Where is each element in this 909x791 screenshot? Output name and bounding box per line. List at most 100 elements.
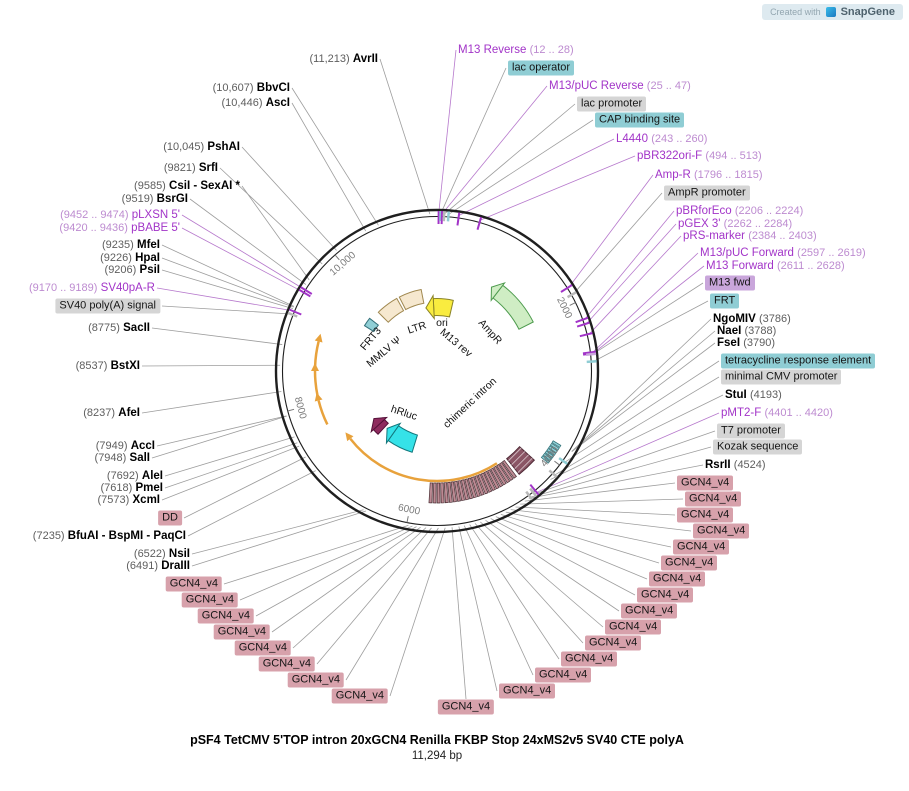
feature-gcn4-array-unit[interactable] bbox=[464, 478, 473, 500]
feature-label-gcn4-v4-58[interactable]: GCN4_v4 bbox=[649, 571, 706, 587]
enzyme-label-bsrgi-6[interactable]: (9519) BsrGI bbox=[122, 192, 188, 206]
feature-site-tick-cap-binding-site[interactable] bbox=[446, 211, 450, 222]
feature-label-dd-22[interactable]: DD bbox=[158, 510, 182, 526]
feature-tre-repeats-unit[interactable] bbox=[548, 445, 558, 454]
enzyme-label-mfei-9[interactable]: (9235) MfeI bbox=[102, 238, 160, 252]
feature-label-minimal-cmv-promoter-46[interactable]: minimal CMV promoter bbox=[721, 369, 842, 385]
feature-gcn4-array-unit[interactable] bbox=[436, 482, 441, 504]
feature-label-gcn4-v4-57[interactable]: GCN4_v4 bbox=[661, 555, 718, 571]
repeat-arc-3[interactable] bbox=[313, 341, 320, 367]
feature-gcn4-array-unit[interactable] bbox=[480, 472, 493, 493]
feature-gcn4-array-unit[interactable] bbox=[432, 482, 437, 504]
feature-site-tick-ampr-promoter[interactable] bbox=[566, 291, 577, 299]
feature-ampr[interactable] bbox=[492, 284, 534, 330]
feature-label-gcn4-v4-62[interactable]: GCN4_v4 bbox=[585, 635, 642, 651]
feature-label-gcn4-v4-63[interactable]: GCN4_v4 bbox=[561, 651, 618, 667]
enzyme-label-acci-17[interactable]: (7949) AccI bbox=[96, 439, 155, 453]
feature-label-gcn4-v4-66[interactable]: GCN4_v4 bbox=[437, 699, 495, 715]
primer-site-tick-pbr322ori-f[interactable] bbox=[476, 216, 483, 230]
enzyme-label-xcmi-21[interactable]: (7573) XcmI bbox=[98, 493, 161, 507]
enzyme-label-stui-47[interactable]: StuI (4193) bbox=[725, 388, 782, 402]
enzyme-label-csii-sexai-5[interactable]: (9585) CsiI - SexAI * bbox=[134, 179, 240, 193]
feature-label-gcn4-v4-70[interactable]: GCN4_v4 bbox=[234, 640, 291, 656]
enzyme-label-ngomiv-42[interactable]: NgoMIV (3786) bbox=[713, 312, 791, 326]
feature-label-gcn4-v4-56[interactable]: GCN4_v4 bbox=[673, 539, 730, 555]
feature-name-ori[interactable]: ori bbox=[436, 317, 448, 329]
feature-tre-repeats-unit[interactable] bbox=[542, 452, 553, 462]
feature-gcn4-array[interactable] bbox=[428, 459, 517, 504]
feature-tre-repeats[interactable] bbox=[540, 440, 562, 464]
feature-gcn4-array-unit[interactable] bbox=[470, 476, 481, 498]
feature-ori[interactable] bbox=[432, 298, 454, 318]
enzyme-label-asci-2[interactable]: (10,446) AscI bbox=[222, 96, 290, 110]
feature-label-gcn4-v4-67[interactable]: GCN4_v4 bbox=[331, 688, 388, 704]
feature-label-gcn4-v4-64[interactable]: GCN4_v4 bbox=[535, 667, 592, 683]
feature-label-kozak-sequence-50[interactable]: Kozak sequence bbox=[713, 439, 803, 455]
primer-site-tick-l4440[interactable] bbox=[456, 212, 461, 226]
enzyme-label-naei-43[interactable]: NaeI (3788) bbox=[717, 324, 776, 338]
feature-site-tick-kozak-sequence[interactable] bbox=[525, 490, 534, 501]
feature-site-tick-sv40-poly-a-signal[interactable] bbox=[287, 311, 298, 318]
feature-gcn4-array-unit[interactable] bbox=[447, 481, 453, 503]
feature-label-gcn4-v4-55[interactable]: GCN4_v4 bbox=[693, 523, 750, 539]
feature-label-cap-binding-site-30[interactable]: CAP binding site bbox=[595, 112, 685, 128]
feature-label-gcn4-v4-54[interactable]: GCN4_v4 bbox=[677, 507, 734, 523]
feature-gcn4-array-unit[interactable] bbox=[467, 477, 477, 499]
repeat-arc-1[interactable] bbox=[317, 400, 329, 426]
feature-label-frt-41[interactable]: FRT bbox=[710, 293, 740, 309]
enzyme-label-nsii-24[interactable]: (6522) NsiI bbox=[134, 547, 190, 561]
feature-gcn4-array-unit[interactable] bbox=[490, 467, 504, 488]
feature-gcn4-array-unit[interactable] bbox=[493, 465, 507, 486]
enzyme-label-bfuai-bspmi-paqci-23[interactable]: (7235) BfuAI - BspMI - PaqCI bbox=[33, 529, 186, 543]
primer-site-tick-pgex-3[interactable] bbox=[576, 321, 590, 328]
enzyme-label-afei-16[interactable]: (8237) AfeI bbox=[83, 406, 140, 420]
feature-label-gcn4-v4-65[interactable]: GCN4_v4 bbox=[499, 683, 556, 699]
transcript-arc[interactable] bbox=[349, 437, 498, 483]
feature-label-gcn4-v4-72[interactable]: GCN4_v4 bbox=[197, 608, 254, 624]
primer-label-m13-puc-forward-38[interactable]: M13/pUC Forward (2597 .. 2619) bbox=[700, 246, 866, 260]
enzyme-label-bstxi-15[interactable]: (8537) BstXI bbox=[76, 359, 140, 373]
enzyme-label-draiii-25[interactable]: (6491) DraIII bbox=[126, 559, 190, 573]
feature-site-tick-minimal-cmv-promoter[interactable] bbox=[548, 469, 558, 478]
feature-label-tetracycline-response-element-45[interactable]: tetracycline response element bbox=[721, 353, 876, 369]
feature-tre-repeats-unit[interactable] bbox=[540, 455, 551, 464]
feature-site-tick-tetracycline-response-element[interactable] bbox=[558, 457, 568, 465]
primer-site-tick-pmt2-f[interactable] bbox=[529, 483, 540, 496]
feature-tre-repeats-unit[interactable] bbox=[551, 440, 562, 448]
feature-gcn4-array-unit[interactable] bbox=[501, 459, 517, 479]
feature-label-gcn4-v4-74[interactable]: GCN4_v4 bbox=[165, 576, 222, 592]
feature-ltr-a[interactable] bbox=[377, 297, 405, 323]
feature-label-sv40-poly-a-signal-13[interactable]: SV40 poly(A) signal bbox=[55, 298, 160, 314]
feature-gcn4-array-unit[interactable] bbox=[496, 463, 511, 484]
feature-site-tick-m13-fwd[interactable] bbox=[585, 352, 597, 357]
feature-gcn4-array-unit[interactable] bbox=[457, 480, 465, 502]
feature-site-tick-t7-promoter[interactable] bbox=[529, 487, 538, 498]
feature-label-lac-promoter-29[interactable]: lac promoter bbox=[577, 96, 647, 112]
enzyme-label-hpai-10[interactable]: (9226) HpaI bbox=[100, 251, 160, 265]
primer-label-pmt2-f-48[interactable]: pMT2-F (4401 .. 4420) bbox=[721, 406, 833, 420]
feature-label-ampr-promoter-34[interactable]: AmpR promoter bbox=[664, 185, 750, 201]
feature-gcn4-array-unit[interactable] bbox=[499, 462, 514, 482]
enzyme-label-pmei-20[interactable]: (7618) PmeI bbox=[101, 481, 164, 495]
feature-label-gcn4-v4-61[interactable]: GCN4_v4 bbox=[605, 619, 662, 635]
feature-label-gcn4-v4-60[interactable]: GCN4_v4 bbox=[621, 603, 678, 619]
feature-label-gcn4-v4-59[interactable]: GCN4_v4 bbox=[637, 587, 694, 603]
primer-site-tick-pbrforeco[interactable] bbox=[575, 316, 589, 324]
primer-label-pbr322ori-f-32[interactable]: pBR322ori-F (494 .. 513) bbox=[637, 149, 762, 163]
feature-label-lac-operator-27[interactable]: lac operator bbox=[508, 60, 575, 76]
primer-label-sv40pa-r-12[interactable]: (9170 .. 9189) SV40pA-R bbox=[29, 281, 155, 295]
primer-label-m13-puc-reverse-28[interactable]: M13/pUC Reverse (25 .. 47) bbox=[549, 79, 691, 93]
feature-label-gcn4-v4-53[interactable]: GCN4_v4 bbox=[685, 491, 742, 507]
feature-gcn4-array-unit[interactable] bbox=[474, 475, 485, 496]
primer-label-pbabe-5-8[interactable]: (9420 .. 9436) pBABE 5' bbox=[59, 221, 180, 235]
enzyme-label-fsei-44[interactable]: FseI (3790) bbox=[717, 336, 775, 350]
primer-label-m13-forward-39[interactable]: M13 Forward (2611 .. 2628) bbox=[706, 259, 845, 273]
feature-tre-repeats-unit[interactable] bbox=[544, 450, 555, 459]
primer-site-tick-m13-puc-forward[interactable] bbox=[582, 350, 596, 355]
primer-label-l4440-31[interactable]: L4440 (243 .. 260) bbox=[616, 132, 707, 146]
feature-tre-repeats-unit[interactable] bbox=[549, 442, 560, 451]
feature-label-t7-promoter-49[interactable]: T7 promoter bbox=[717, 423, 785, 439]
primer-label-pbrforeco-35[interactable]: pBRforEco (2206 .. 2224) bbox=[676, 204, 803, 218]
primer-label-prs-marker-37[interactable]: pRS-marker (2384 .. 2403) bbox=[683, 229, 817, 243]
enzyme-label-alei-19[interactable]: (7692) AleI bbox=[107, 469, 163, 483]
